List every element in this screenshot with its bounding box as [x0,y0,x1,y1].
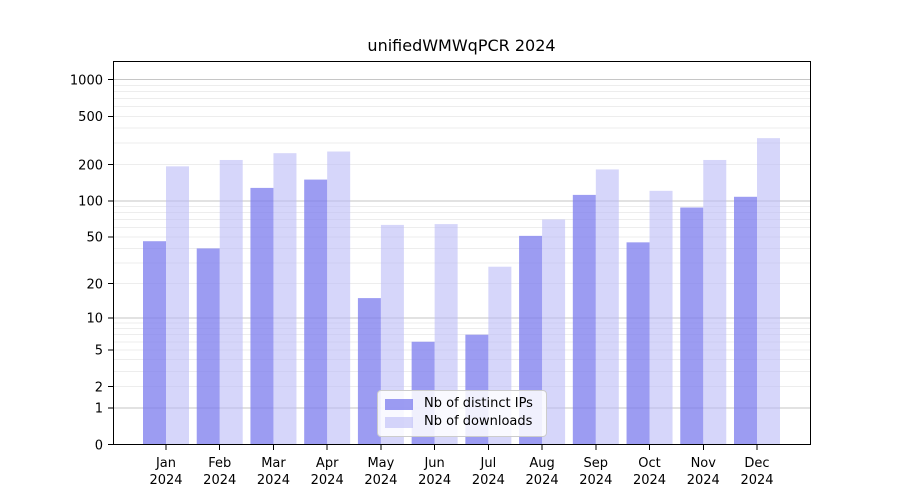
x-tick-label-month: Oct [638,456,660,471]
x-tick-label-month: Sep [584,456,609,471]
y-axis: 0 1 2 5 10 20 50 100 200 500 1000 [70,74,114,453]
bar-distinct-ips-sep [572,194,596,445]
y-tick-label: 5 [95,344,103,359]
bar-downloads-jun [434,224,458,445]
x-tick-label-month: May [367,456,394,471]
x-tick-label-year: 2024 [418,473,451,488]
bar-downloads-jan [166,166,189,445]
legend-item-distinct-ips: Nb of distinct IPs [385,397,542,411]
bar-downloads-feb [219,159,243,445]
x-tick-label-month: Jul [480,456,497,471]
x-tick-label-year: 2024 [149,473,182,488]
x-tick-label-month: Jun [423,456,444,471]
x-tick-label-year: 2024 [472,473,505,488]
x-tick-label-month: Apr [316,456,339,471]
x-tick-label-year: 2024 [579,473,612,488]
x-tick-label-year: 2024 [633,473,666,488]
bar-distinct-ips-mar [250,187,274,445]
x-tick-label-year: 2024 [364,473,397,488]
x-tick-label-month: Jan [155,456,176,471]
bar-downloads-aug [542,219,566,445]
y-tick-label: 1 [95,402,103,417]
x-tick-label-year: 2024 [203,473,236,488]
y-tick-label: 1000 [70,74,103,89]
bars [143,138,780,445]
bar-distinct-ips-may [357,298,381,445]
bar-downloads-mar [273,153,297,445]
bar-distinct-ips-apr [304,179,328,445]
y-tick-label: 10 [86,312,103,327]
x-tick-label-month: Dec [744,456,769,471]
x-tick-label-month: Mar [261,456,286,471]
bar-distinct-ips-feb [196,248,220,445]
x-tick-label-month: Nov [691,456,717,471]
bar-downloads-dec [756,138,780,445]
x-tick-label-month: Feb [208,456,231,471]
x-axis: Jan 2024 Feb 2024 Mar 2024 Apr 2024 May 2024 Jun 20… [149,444,774,488]
legend-label-distinct-ips: Nb of distinct IPs [424,396,533,412]
y-tick-label: 0 [95,438,103,453]
legend-label-downloads: Nb of downloads [424,414,533,430]
x-tick-label-year: 2024 [311,473,344,488]
x-tick-label-year: 2024 [740,473,773,488]
bar-downloads-sep [595,169,619,445]
bar-downloads-may [380,224,404,445]
x-tick-label-year: 2024 [526,473,559,488]
x-tick-label-year: 2024 [687,473,720,488]
legend-swatch-downloads [385,416,413,428]
plot-frame [113,61,811,445]
y-tick-label: 20 [86,278,103,293]
y-tick-label: 500 [78,110,103,125]
x-tick-label-month: Aug [529,456,554,471]
bar-distinct-ips-dec [733,196,757,445]
bar-downloads-nov [703,159,727,445]
legend: Nb of distinct IPs Nb of downloads [377,390,547,437]
bar-distinct-ips-oct [626,242,650,445]
x-tick-label-year: 2024 [257,473,290,488]
bar-downloads-apr [327,151,351,445]
y-tick-label: 50 [86,231,103,246]
bar-distinct-ips-nov [680,207,704,445]
bar-distinct-ips-jan [143,241,166,445]
chart-title: unifiedWMWqPCR 2024 [367,36,556,55]
y-tick-label: 200 [78,158,103,173]
y-tick-label: 2 [95,380,103,395]
y-tick-label: 100 [78,195,103,210]
legend-swatch-distinct-ips [385,399,413,411]
legend-item-downloads: Nb of downloads [385,414,542,430]
bar-downloads-oct [649,190,673,445]
